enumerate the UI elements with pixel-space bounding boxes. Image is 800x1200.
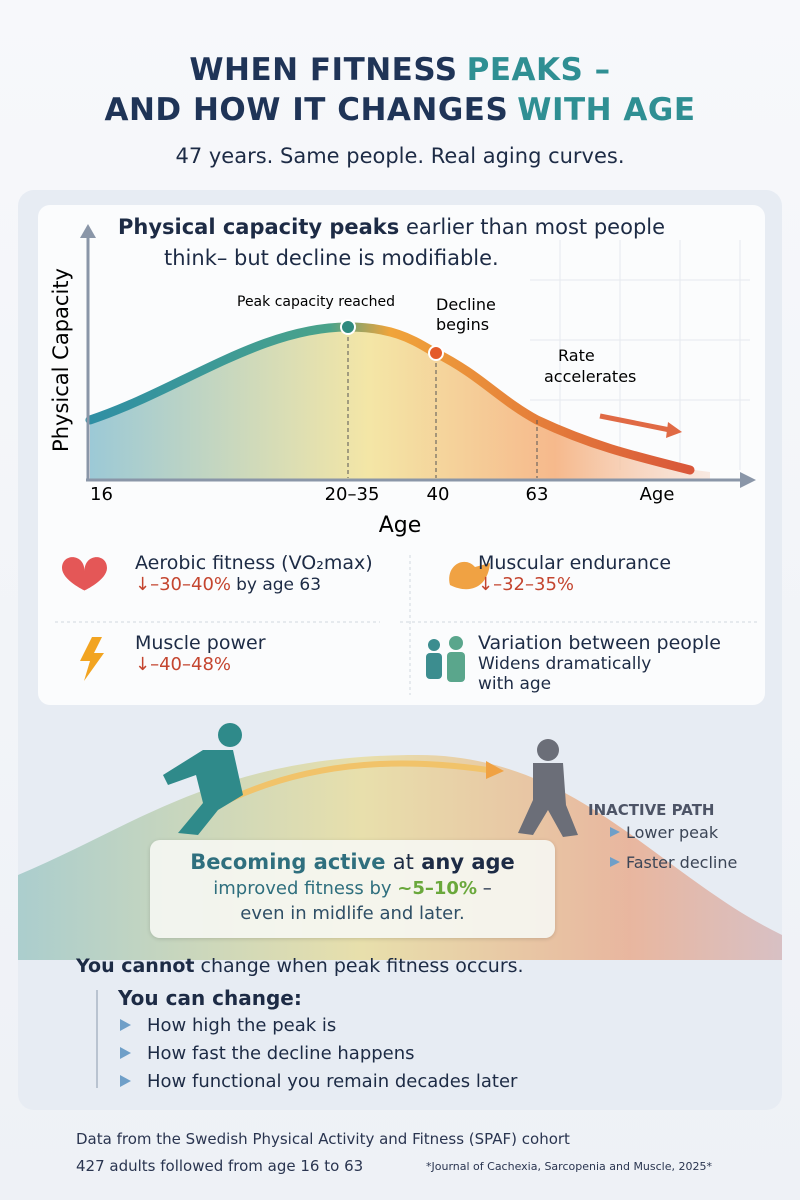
stat: Muscle power ↓–40–48%	[135, 632, 266, 675]
stat-change: ↓–30–40%	[135, 574, 231, 595]
footer-line: 427 adults followed from age 16 to 63	[76, 1157, 364, 1175]
title-part: WHEN FITNESS	[189, 52, 458, 88]
activity-box: Becoming active at any age improved fitn…	[150, 840, 555, 938]
stat-change: Widens dramatically	[478, 654, 652, 674]
annotation: Rate	[558, 346, 595, 365]
stat-change: ↓–40–48%	[135, 654, 231, 675]
footer-line: Data from the Swedish Physical Activity …	[76, 1130, 570, 1148]
path-arrow	[216, 760, 489, 808]
person-icon	[426, 653, 442, 679]
stat-title: Variation between people	[478, 632, 721, 654]
box-text: any age	[421, 850, 515, 874]
x-axis-arrow	[740, 472, 756, 488]
x-label: 20–35	[325, 484, 380, 505]
guide-lines	[347, 330, 538, 478]
x-axis-title: Age	[379, 513, 422, 538]
inactive-point: Faster decline	[626, 853, 737, 872]
heading-text: earlier than most people	[405, 215, 666, 239]
box-line: Becoming active at any age	[150, 850, 555, 874]
x-label: 40	[427, 484, 450, 505]
decline-marker	[428, 345, 444, 361]
cannot-bold: You cannot	[76, 955, 195, 977]
annotation: Peak capacity reached	[237, 294, 395, 310]
heart-icon	[62, 557, 107, 591]
box-line: improved fitness by ~5–10% –	[150, 878, 555, 899]
cannot-line: You cannot change when peak fitness occu…	[76, 955, 524, 977]
inactive-point: Lower peak	[626, 823, 719, 842]
x-label: 63	[526, 484, 549, 505]
title-line: AND HOW IT CHANGES WITH AGE	[0, 92, 800, 128]
annotation: Decline	[436, 295, 496, 314]
y-axis-label: Physical Capacity	[49, 268, 73, 452]
box-text: at	[392, 850, 414, 874]
inactive-walker	[518, 739, 578, 837]
heading-text: think– but decline is modifiable.	[164, 246, 499, 270]
person-icon	[447, 652, 465, 682]
box-text: ~5–10%	[397, 878, 477, 899]
curve-fill	[90, 327, 710, 480]
stat: Muscular endurance ↓–32–35%	[478, 552, 671, 595]
inactive-title: INACTIVE PATH	[588, 801, 715, 819]
arm-icon	[449, 561, 490, 590]
stat-title: Aerobic fitness (VO₂max)	[135, 552, 373, 574]
stat: Aerobic fitness (VO₂max) ↓–30–40% by age …	[135, 552, 373, 595]
stat-change: ↓–32–35%	[478, 574, 574, 595]
title-part: WITH AGE	[517, 92, 696, 128]
stat-note: by age 63	[236, 575, 322, 595]
can-item: How functional you remain decades later	[120, 1071, 517, 1092]
cannot-text: change when peak fitness occurs.	[200, 955, 524, 977]
box-text: even in midlife and later.	[240, 903, 465, 924]
active-runner	[163, 723, 243, 835]
capacity-curve: Physical Capacity 16 20–35 40 63 Age Age…	[49, 224, 756, 538]
arrow-head	[486, 761, 504, 779]
x-label: Age	[640, 484, 675, 505]
stat-icons	[55, 555, 760, 695]
x-label: 16	[90, 484, 113, 505]
title-part: AND HOW IT CHANGES	[104, 92, 509, 128]
arrow-head	[666, 422, 682, 438]
y-axis-arrow	[80, 224, 96, 238]
box-text: improved fitness by	[213, 878, 392, 899]
background-grid	[530, 240, 750, 470]
divider	[96, 990, 98, 1088]
stat-title: Muscle power	[135, 632, 266, 654]
subtitle: 47 years. Same people. Real aging curves…	[175, 144, 625, 168]
citation: *Journal of Cachexia, Sarcopenia and Mus…	[426, 1160, 712, 1173]
peak-marker	[340, 319, 356, 335]
can-item: How high the peak is	[120, 1015, 336, 1036]
arrow	[599, 413, 671, 433]
heading-bold: Physical capacity peaks	[118, 215, 400, 239]
annotation: accelerates	[544, 367, 636, 386]
box-text: Becoming active	[190, 850, 386, 874]
title-line: WHEN FITNESS PEAKS –	[0, 52, 800, 88]
box-text: –	[482, 878, 492, 899]
stat-note: with age	[478, 674, 552, 694]
can-item: How fast the decline happens	[120, 1043, 415, 1064]
stat-title: Muscular endurance	[478, 552, 672, 574]
can-title: You can change:	[118, 986, 302, 1010]
annotation: begins	[436, 315, 489, 334]
stat: Variation between people Widens dramatica…	[478, 632, 758, 694]
title-part: PEAKS –	[466, 52, 611, 88]
curve-heading: Physical capacity peaks earlier than mos…	[118, 212, 665, 274]
bolt-icon	[80, 637, 104, 681]
